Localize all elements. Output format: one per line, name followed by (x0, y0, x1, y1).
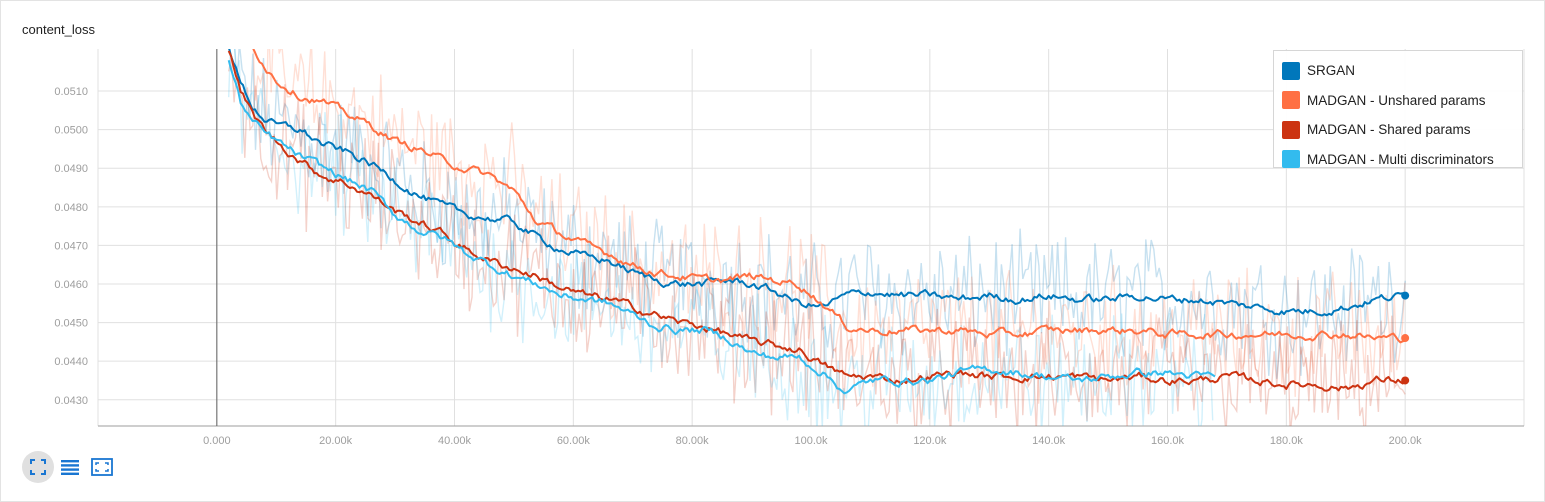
x-tick-label: 200.0k (1389, 435, 1423, 447)
fit-to-data-icon (30, 459, 46, 475)
legend-swatch (1282, 120, 1300, 139)
x-tick-label: 20.00k (319, 435, 353, 447)
y-tick-label: 0.0460 (54, 279, 88, 291)
chart-toolbar (22, 451, 118, 483)
series-line (252, 49, 1406, 344)
series-end-marker (1401, 334, 1410, 343)
legend-label: MADGAN - Unshared params (1307, 92, 1486, 108)
toggle-log-scale-icon (61, 460, 79, 475)
x-tick-label: 160.0k (1151, 435, 1185, 447)
x-tick-label: 60.00k (557, 435, 591, 447)
x-tick-label: 120.0k (913, 435, 947, 447)
legend-item: MADGAN - Unshared params (1274, 86, 1522, 116)
y-tick-label: 0.0470 (54, 240, 88, 252)
expand-chart-icon (91, 458, 113, 476)
series-group (227, 49, 1406, 426)
fit-to-data-button[interactable] (22, 451, 54, 483)
series-line (227, 50, 1406, 392)
legend-item: MADGAN - Shared params (1274, 115, 1522, 145)
y-tick-label: 0.0440 (54, 356, 88, 368)
raw-series-line (234, 49, 1406, 379)
x-tick-label: 40.00k (438, 435, 472, 447)
x-tick-label: 140.0k (1032, 435, 1066, 447)
legend-item: SRGAN (1274, 56, 1522, 86)
legend-label: SRGAN (1307, 63, 1356, 79)
chart-title: content_loss (22, 22, 95, 37)
raw-series-line (228, 49, 1214, 426)
y-tick-label: 0.0500 (54, 125, 88, 137)
legend-label: MADGAN - Shared params (1307, 122, 1471, 138)
y-tick-label: 0.0450 (54, 318, 88, 330)
expand-chart-button[interactable] (86, 451, 118, 483)
chart-legend: SRGAN MADGAN - Unshared params MADGAN - Sh… (1273, 50, 1523, 169)
y-tick-label: 0.0510 (54, 86, 88, 98)
legend-swatch (1282, 150, 1300, 169)
series-line (227, 60, 1216, 395)
series-end-marker (1401, 291, 1410, 300)
legend-swatch (1282, 91, 1300, 110)
y-tick-label: 0.0480 (54, 202, 88, 214)
x-tick-label: 180.0k (1270, 435, 1304, 447)
raw-series-line (252, 49, 1406, 404)
legend-item: MADGAN - Multi discriminators (1274, 145, 1522, 175)
toggle-log-scale-button[interactable] (54, 451, 86, 483)
x-tick-label: 80.00k (676, 435, 710, 447)
x-tick-label: 0.000 (203, 435, 231, 447)
raw-series-line (228, 56, 1406, 426)
legend-label: MADGAN - Multi discriminators (1307, 151, 1494, 167)
x-tick-label: 100.0k (794, 435, 828, 447)
y-tick-label: 0.0490 (54, 163, 88, 175)
series-line (228, 49, 1406, 317)
legend-swatch (1282, 61, 1300, 80)
series-end-marker (1401, 376, 1410, 385)
y-tick-label: 0.0430 (54, 395, 88, 407)
